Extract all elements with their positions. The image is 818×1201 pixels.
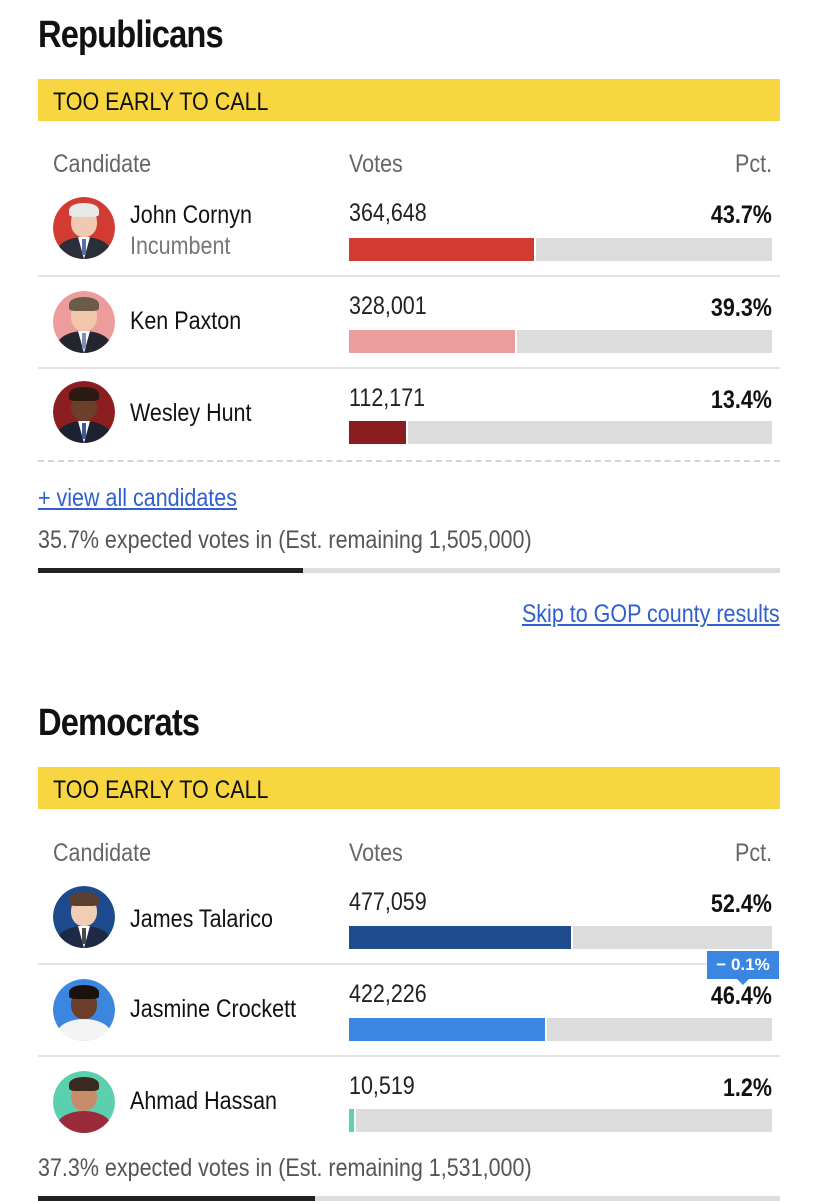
- row-divider: [38, 963, 780, 965]
- vote-percentage: 46.4%: [711, 982, 772, 1010]
- vote-percentage: 43.7%: [711, 201, 772, 229]
- vote-share-fill: [349, 1018, 548, 1041]
- incumbent-label: Incumbent: [130, 232, 231, 260]
- vote-share-bar: [349, 330, 772, 353]
- race-status-text: TOO EARLY TO CALL: [53, 88, 269, 116]
- candidate-row: Jasmine Crockett 422,226 46.4% − 0.1%: [38, 951, 780, 1057]
- vote-percentage: 52.4%: [711, 890, 772, 918]
- section-title: Republicans: [38, 14, 224, 56]
- skip-to-county-results-link[interactable]: Skip to GOP county results: [522, 600, 780, 628]
- candidate-row: John Cornyn Incumbent 364,648 43.7%: [38, 187, 780, 277]
- vote-share-fill: [349, 1109, 357, 1132]
- candidate-column-header: Candidate: [53, 839, 152, 867]
- vote-percentage: 1.2%: [722, 1074, 772, 1102]
- candidate-avatar: [53, 979, 115, 1041]
- vote-count: 112,171: [349, 384, 426, 412]
- vote-count: 477,059: [349, 888, 427, 916]
- vote-share-fill: [349, 238, 536, 261]
- section-title: Democrats: [38, 702, 200, 744]
- democrats-section: Democrats TOO EARLY TO CALL Candidate Vo…: [38, 688, 780, 1201]
- vote-share-bar: [349, 926, 772, 949]
- expected-votes-text: 37.3% expected votes in (Est. remaining …: [38, 1154, 532, 1182]
- vote-count: 364,648: [349, 199, 427, 227]
- candidate-name: Wesley Hunt: [130, 399, 252, 427]
- republicans-section: Republicans TOO EARLY TO CALL Candidate …: [38, 0, 780, 660]
- row-divider: [38, 275, 780, 277]
- view-all-candidates-link[interactable]: + view all candidates: [38, 484, 237, 512]
- vote-count: 328,001: [349, 292, 427, 320]
- row-divider: [38, 367, 780, 369]
- vote-share-fill: [349, 926, 573, 949]
- candidate-row: Wesley Hunt 112,171 13.4%: [38, 369, 780, 461]
- candidate-name: Ahmad Hassan: [130, 1087, 278, 1115]
- candidate-avatar: [53, 381, 115, 443]
- candidate-name: James Talarico: [130, 905, 274, 933]
- candidate-avatar: [53, 1071, 115, 1133]
- vote-percentage: 13.4%: [711, 386, 772, 414]
- row-divider: [38, 1055, 780, 1057]
- pct-column-header: Pct.: [734, 150, 772, 178]
- candidate-name: Jasmine Crockett: [130, 995, 297, 1023]
- pct-change-badge: − 0.1%: [707, 951, 779, 985]
- vote-count: 422,226: [349, 980, 427, 1008]
- vote-share-fill: [349, 421, 408, 444]
- candidate-column-header: Candidate: [53, 150, 152, 178]
- pct-column-header: Pct.: [734, 839, 772, 867]
- votes-column-header: Votes: [349, 150, 403, 178]
- race-status-banner: TOO EARLY TO CALL: [38, 79, 780, 121]
- vote-percentage: 39.3%: [711, 294, 772, 322]
- candidate-name: Ken Paxton: [130, 307, 242, 335]
- votes-column-header: Votes: [349, 839, 403, 867]
- vote-share-fill: [349, 330, 518, 353]
- expected-votes-progress: [38, 1196, 780, 1201]
- candidate-avatar: [53, 886, 115, 948]
- expected-votes-progress-fill: [38, 1196, 315, 1201]
- race-status-banner: TOO EARLY TO CALL: [38, 767, 780, 809]
- dashed-divider: [38, 460, 780, 462]
- vote-count: 10,519: [349, 1072, 415, 1100]
- vote-share-bar: [349, 1109, 772, 1132]
- candidate-row: Ahmad Hassan 10,519 1.2%: [38, 1057, 780, 1149]
- candidate-row: Ken Paxton 328,001 39.3%: [38, 277, 780, 369]
- vote-share-bar: [349, 421, 772, 444]
- vote-share-bar: [349, 1018, 772, 1041]
- expected-votes-progress: [38, 568, 780, 573]
- candidate-avatar: [53, 197, 115, 259]
- expected-votes-text: 35.7% expected votes in (Est. remaining …: [38, 526, 532, 554]
- candidate-name: John Cornyn: [130, 201, 252, 229]
- expected-votes-progress-fill: [38, 568, 303, 573]
- candidate-avatar: [53, 291, 115, 353]
- race-status-text: TOO EARLY TO CALL: [53, 776, 269, 804]
- candidate-row: James Talarico 477,059 52.4%: [38, 875, 780, 965]
- vote-share-bar: [349, 238, 772, 261]
